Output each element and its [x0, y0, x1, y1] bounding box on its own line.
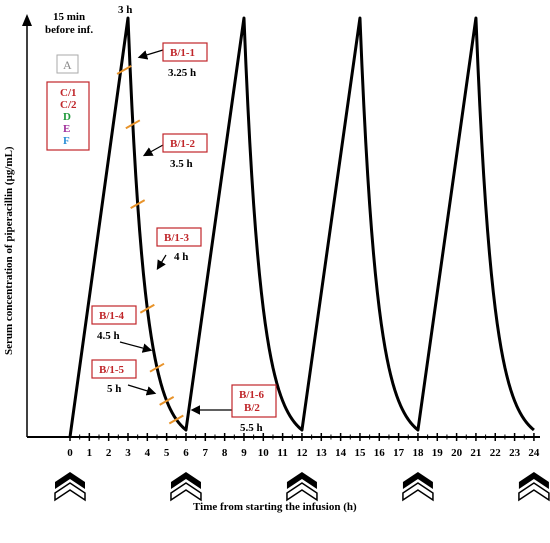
- box-b2-label: B/2: [244, 402, 260, 414]
- x-tick-label: 22: [490, 447, 502, 459]
- x-tick-label: 15: [354, 447, 366, 459]
- arrow-b1-1: [137, 49, 164, 60]
- time-b1-1: 3.25 h: [168, 67, 196, 79]
- box-b1-6-label: B/1-6: [239, 389, 265, 401]
- time-b1-2: 3.5 h: [170, 158, 193, 170]
- x-tick-labels: 0 1 2 3 4 5 6 7 8 9 10 11 12 13 14 15 16 17 18 19 20 21 22 23 24: [67, 447, 540, 459]
- x-tick-label: 7: [203, 447, 209, 459]
- x-tick-label: 9: [241, 447, 247, 459]
- x-tick-label: 20: [451, 447, 463, 459]
- sample-marker: [168, 414, 184, 425]
- time-b1-4: 4.5 h: [97, 330, 120, 342]
- x-tick-label: 16: [374, 447, 386, 459]
- box-b1-2: [162, 133, 208, 153]
- infusion-chevron-icon: [518, 472, 550, 502]
- y-axis-arrow: [22, 14, 32, 26]
- x-axis-title: Time from starting the infusion (h): [193, 501, 357, 513]
- box-b1-1-label: B/1-1: [170, 47, 195, 59]
- legend-box: [46, 81, 90, 151]
- y-axis-title: Serum concentration of piperacillin (µg/…: [3, 146, 15, 355]
- x-tick-label: 23: [509, 447, 521, 459]
- infusion-chevron-icon: [170, 472, 202, 502]
- infusion-chevron-icon: [54, 472, 86, 502]
- sample-marker: [116, 65, 132, 75]
- x-tick-label: 12: [296, 447, 308, 459]
- legend-item-e: E: [63, 123, 70, 135]
- box-b1-1: [162, 42, 208, 62]
- legend-item-c1: C/1: [60, 87, 77, 99]
- x-tick-label: 18: [412, 447, 424, 459]
- x-tick-label: 0: [67, 447, 73, 459]
- x-tick-label: 3: [125, 447, 131, 459]
- box-b1-3-label: B/1-3: [164, 232, 190, 244]
- arrow-b1-3: [156, 254, 167, 271]
- infusion-chevron-icon: [286, 472, 318, 502]
- infusion-chevron-icon: [402, 472, 434, 502]
- before-label-1: 15 min: [53, 11, 85, 23]
- sample-marker: [159, 395, 175, 406]
- box-a: [56, 54, 79, 74]
- x-tick-label: 8: [222, 447, 228, 459]
- x-tick-label: 5: [164, 447, 170, 459]
- x-tick-label: 24: [528, 447, 540, 459]
- time-b1-6: 5.5 h: [240, 422, 263, 434]
- arrow-b1-2: [142, 144, 164, 157]
- x-tick-label: 11: [277, 447, 287, 459]
- x-tick-label: 19: [432, 447, 444, 459]
- time-b1-5: 5 h: [107, 383, 121, 395]
- legend-item-d: D: [63, 111, 71, 123]
- box-b1-5-label: B/1-5: [99, 364, 125, 376]
- x-tick-label: 6: [183, 447, 189, 459]
- concentration-curve: [68, 16, 535, 438]
- sample-marker: [125, 119, 141, 130]
- sample-marker: [130, 199, 146, 209]
- box-a-label: A: [63, 58, 72, 72]
- peak-label: 3 h: [118, 4, 132, 16]
- legend-item-c2: C/2: [60, 99, 77, 111]
- infusion-markers: [54, 472, 550, 502]
- box-b1-4: [91, 305, 137, 325]
- box-b1-6: [231, 384, 277, 418]
- x-tick-label: 4: [145, 447, 151, 459]
- box-b1-5: [91, 359, 137, 379]
- sample-marker: [139, 303, 155, 314]
- x-tick-label: 17: [393, 447, 405, 459]
- legend-item-f: F: [63, 135, 70, 147]
- x-tick-label: 1: [87, 447, 93, 459]
- x-tick-label: 13: [316, 447, 328, 459]
- x-tick-label: 21: [470, 447, 481, 459]
- box-b1-3: [156, 227, 202, 247]
- arrow-b1-4: [119, 341, 153, 353]
- box-b1-4-label: B/1-4: [99, 310, 125, 322]
- x-ticks: [69, 433, 535, 441]
- x-tick-label: 14: [335, 447, 347, 459]
- box-b1-2-label: B/1-2: [170, 138, 196, 150]
- sample-marker: [149, 362, 165, 373]
- arrow-b1-5: [127, 384, 157, 396]
- sample-markers: [116, 65, 184, 425]
- x-tick-label: 10: [258, 447, 270, 459]
- before-label-2: before inf.: [45, 24, 93, 36]
- time-b1-3: 4 h: [174, 251, 188, 263]
- x-tick-label: 2: [106, 447, 112, 459]
